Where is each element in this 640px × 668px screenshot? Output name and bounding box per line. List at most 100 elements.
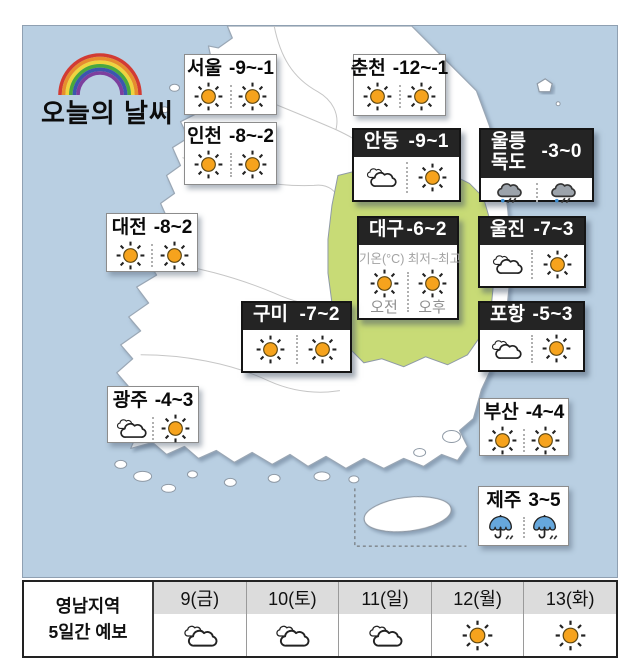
city-box-incheon: 인천 -8~-2 [184,122,277,185]
am-pm-divider [229,84,232,108]
city-temp-range: -5~3 [532,304,573,325]
city-name: 광주 [112,390,148,411]
city-name: 구미 [253,304,288,325]
city-box-pohang: 포항 -5~3 [478,301,585,372]
morning-column [187,82,230,111]
city-header: 울진 -7~3 [480,218,584,245]
afternoon-column [533,334,582,363]
city-header: 포항 -5~3 [480,303,583,330]
cloud-icon [114,416,148,440]
morning-column [245,335,296,364]
page-title: 오늘의 날씨 [41,98,174,128]
cloud-icon [364,165,398,189]
jeju-inset-border [354,488,467,547]
afternoon-column [153,241,195,270]
cloud-icon [489,337,523,361]
sun-icon [308,335,337,364]
cloud-icon [181,622,219,649]
afternoon-column [538,180,591,205]
sun-icon [542,334,571,363]
city-label-row: 제주 3~5 [479,487,568,512]
city-box-seoul: 서울 -9~-1 [184,54,277,115]
city-label-row: 춘천 -12~-1 [350,55,448,80]
city-name: 제주 [486,490,522,511]
forecast-day-weather [339,614,431,656]
city-name: 포항 [490,304,525,325]
city-icons: 오전 오후 [359,267,457,319]
temp-unit-note: 기온(°C) 최저~최고 [359,251,462,266]
morning-column [482,252,531,276]
sun-icon [418,163,447,192]
city-icons [354,157,459,200]
sun-icon [418,269,447,298]
cloud-icon [366,622,404,649]
city-icons [480,330,583,370]
morning-column [356,165,406,189]
city-temp-range: -4~3 [154,390,194,411]
cloud-icon [273,622,311,649]
rainbow-icon [44,40,156,103]
city-label-row: 부산 -4~4 [480,399,568,424]
morning-column [482,337,531,361]
city-temp-range: -9~1 [408,131,449,152]
morning-column [109,241,151,270]
forecast-day-label: 12(월) [431,582,524,614]
city-box-gwangju: 광주 -4~3 [107,386,199,443]
city-temp-range: -3~0 [541,141,582,163]
umbrella-icon [531,514,560,541]
morning-column [356,82,399,111]
city-temp-range: -9~-1 [229,58,274,79]
am-pm-divider [398,84,401,108]
city-icons [243,330,350,371]
city-box-daejeon: 대전 -8~2 [106,213,198,272]
city-name: 춘천 [350,58,386,79]
forecast-day-label: 13(화) [524,582,616,614]
city-icons [108,412,198,447]
city-name: 서울 [187,58,223,79]
am-pm-divider [531,249,533,279]
city-name: 대전 [111,217,147,238]
sun-icon [407,82,436,111]
city-name: 부산 [483,402,519,423]
am-pm-divider [295,334,298,364]
city-icons [354,80,445,115]
sun-icon [256,335,285,364]
sun-icon [238,82,267,111]
city-icons [480,245,584,286]
sun-icon [555,620,586,651]
forecast-region-line2: 5일간 예보 [48,622,128,642]
morning-column: 오전 [361,269,407,315]
forecast-region-line1: 영남지역 [55,595,121,616]
afternoon-column [525,514,567,541]
am-pm-divider [530,334,533,363]
sun-icon [370,269,399,298]
city-temp-range: -8~-2 [229,126,274,147]
afternoon-column [408,163,458,192]
cloud-icon [490,252,524,276]
city-name: 울릉독도 [491,131,526,173]
morning-column [481,514,523,541]
city-label-row: 광주 -4~3 [108,387,198,412]
city-box-uljin: 울진 -7~3 [478,216,586,288]
am-pm-divider [152,416,154,440]
dokdo-island [555,101,561,107]
afternoon-column [232,150,275,179]
sun-icon [488,426,517,455]
city-temp-range: -4~4 [525,402,565,423]
city-box-jeju: 제주 3~5 [478,486,569,546]
am-label: 오전 [370,298,398,316]
forecast-day-column: 9(금) [154,582,247,656]
afternoon-column [298,335,349,364]
ulleungdo-island [536,78,553,93]
forecast-day-column: 13(화) [524,582,616,656]
city-icons [480,424,568,459]
pm-label: 오후 [418,298,446,316]
morning-column [482,426,523,455]
afternoon-column [401,82,444,111]
afternoon-column [232,82,275,111]
sun-icon [194,150,223,179]
five-day-forecast-table: 영남지역 5일간 예보 9(금) 10(토) 11(일) 12(월) 13(화) [22,580,618,658]
sun-icon [160,241,189,270]
forecast-day-column: 11(일) [339,582,432,656]
